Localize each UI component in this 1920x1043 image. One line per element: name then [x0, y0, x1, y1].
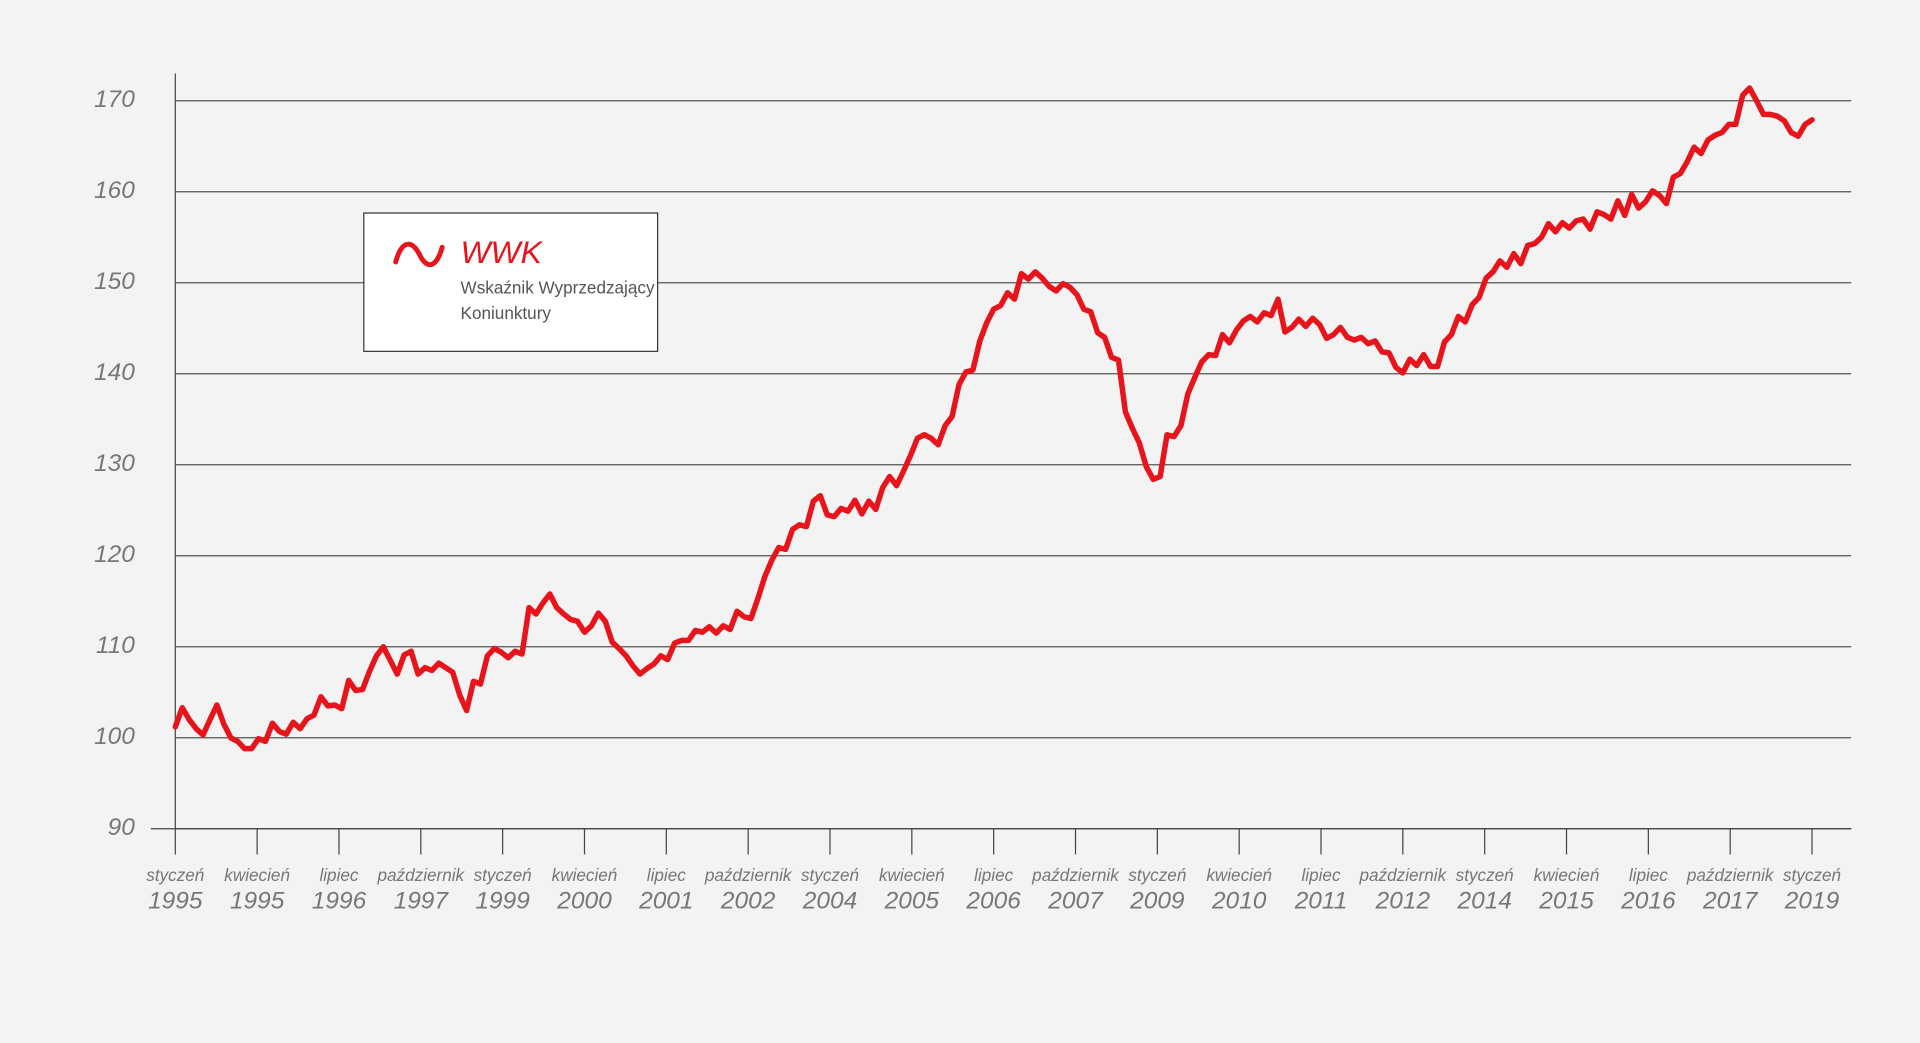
x-tick-year: 2014 [1456, 888, 1511, 915]
y-tick-label: 140 [94, 359, 135, 386]
x-tick-month: kwiecień [879, 865, 945, 885]
x-tick-month: styczeń [1456, 865, 1514, 885]
x-tick-year: 2019 [1784, 888, 1840, 915]
legend-icon [393, 241, 445, 268]
legend-description: Koniunktury [461, 303, 552, 323]
x-tick-month: październik [1359, 865, 1448, 885]
legend-description: Wskaźnik Wyprzedzający [461, 277, 655, 297]
x-tick-month: kwiecień [224, 865, 290, 885]
x-tick-year: 2011 [1294, 888, 1348, 915]
x-tick-month: kwiecień [1534, 865, 1600, 885]
y-tick-label: 160 [94, 177, 135, 204]
x-tick-month: styczeń [1783, 865, 1841, 885]
x-tick-month: styczeń [146, 865, 204, 885]
x-tick-month: październik [376, 865, 465, 885]
x-tick-month: kwiecień [552, 865, 618, 885]
x-tick-month: kwiecień [1206, 865, 1272, 885]
x-tick-month: lipiec [1301, 865, 1340, 885]
x-tick-month: lipiec [319, 865, 358, 885]
x-tick-month: styczeń [474, 865, 532, 885]
x-tick-year: 2002 [720, 888, 776, 915]
x-tick-year: 2004 [802, 888, 857, 915]
y-tick-label: 170 [94, 86, 135, 113]
x-tick-year: 1996 [312, 888, 367, 915]
y-tick-label: 150 [94, 268, 135, 295]
x-tick-year: 2012 [1375, 888, 1431, 915]
legend: WWK Wskaźnik Wyprzedzający Koniunktury [363, 212, 659, 352]
x-tick-year: 2001 [638, 888, 693, 915]
x-tick-year: 2009 [1129, 888, 1185, 915]
x-tick-month: październik [704, 865, 793, 885]
data-line [172, 85, 1815, 752]
legend-title: WWK [461, 234, 544, 270]
y-tick-label: 100 [94, 723, 135, 750]
y-tick-label: 130 [94, 450, 135, 477]
x-tick-year: 1997 [394, 888, 450, 915]
x-tick-year: 2010 [1211, 888, 1267, 915]
x-tick-year: 2000 [556, 888, 612, 915]
x-tick-month: lipiec [974, 865, 1013, 885]
legend-box [363, 212, 659, 352]
y-tick-label: 120 [94, 541, 135, 568]
x-tick-year: 1995 [148, 888, 203, 915]
x-tick-year: 2015 [1538, 888, 1594, 915]
x-tick-month: lipiec [1629, 865, 1668, 885]
x-tick-year: 2007 [1047, 888, 1104, 915]
y-tick-label: 110 [96, 632, 135, 659]
x-tick-month: lipiec [647, 865, 686, 885]
x-tick-year: 1999 [475, 888, 530, 915]
x-tick-month: styczeń [801, 865, 859, 885]
x-tick-month: październik [1686, 865, 1775, 885]
x-tick-year: 2016 [1620, 888, 1676, 915]
plot-area: 90 100 110 120 130 140 150 160 170 styczeń 1995 kwi… [94, 73, 1852, 915]
x-tick-year: 1995 [230, 888, 285, 915]
x-tick-year: 2017 [1702, 888, 1759, 915]
x-tick-year: 2006 [965, 888, 1021, 915]
x-tick-month: październik [1031, 865, 1120, 885]
x-tick-month: styczeń [1128, 865, 1186, 885]
y-tick-label: 90 [108, 814, 136, 841]
x-tick-year: 2005 [884, 888, 940, 915]
